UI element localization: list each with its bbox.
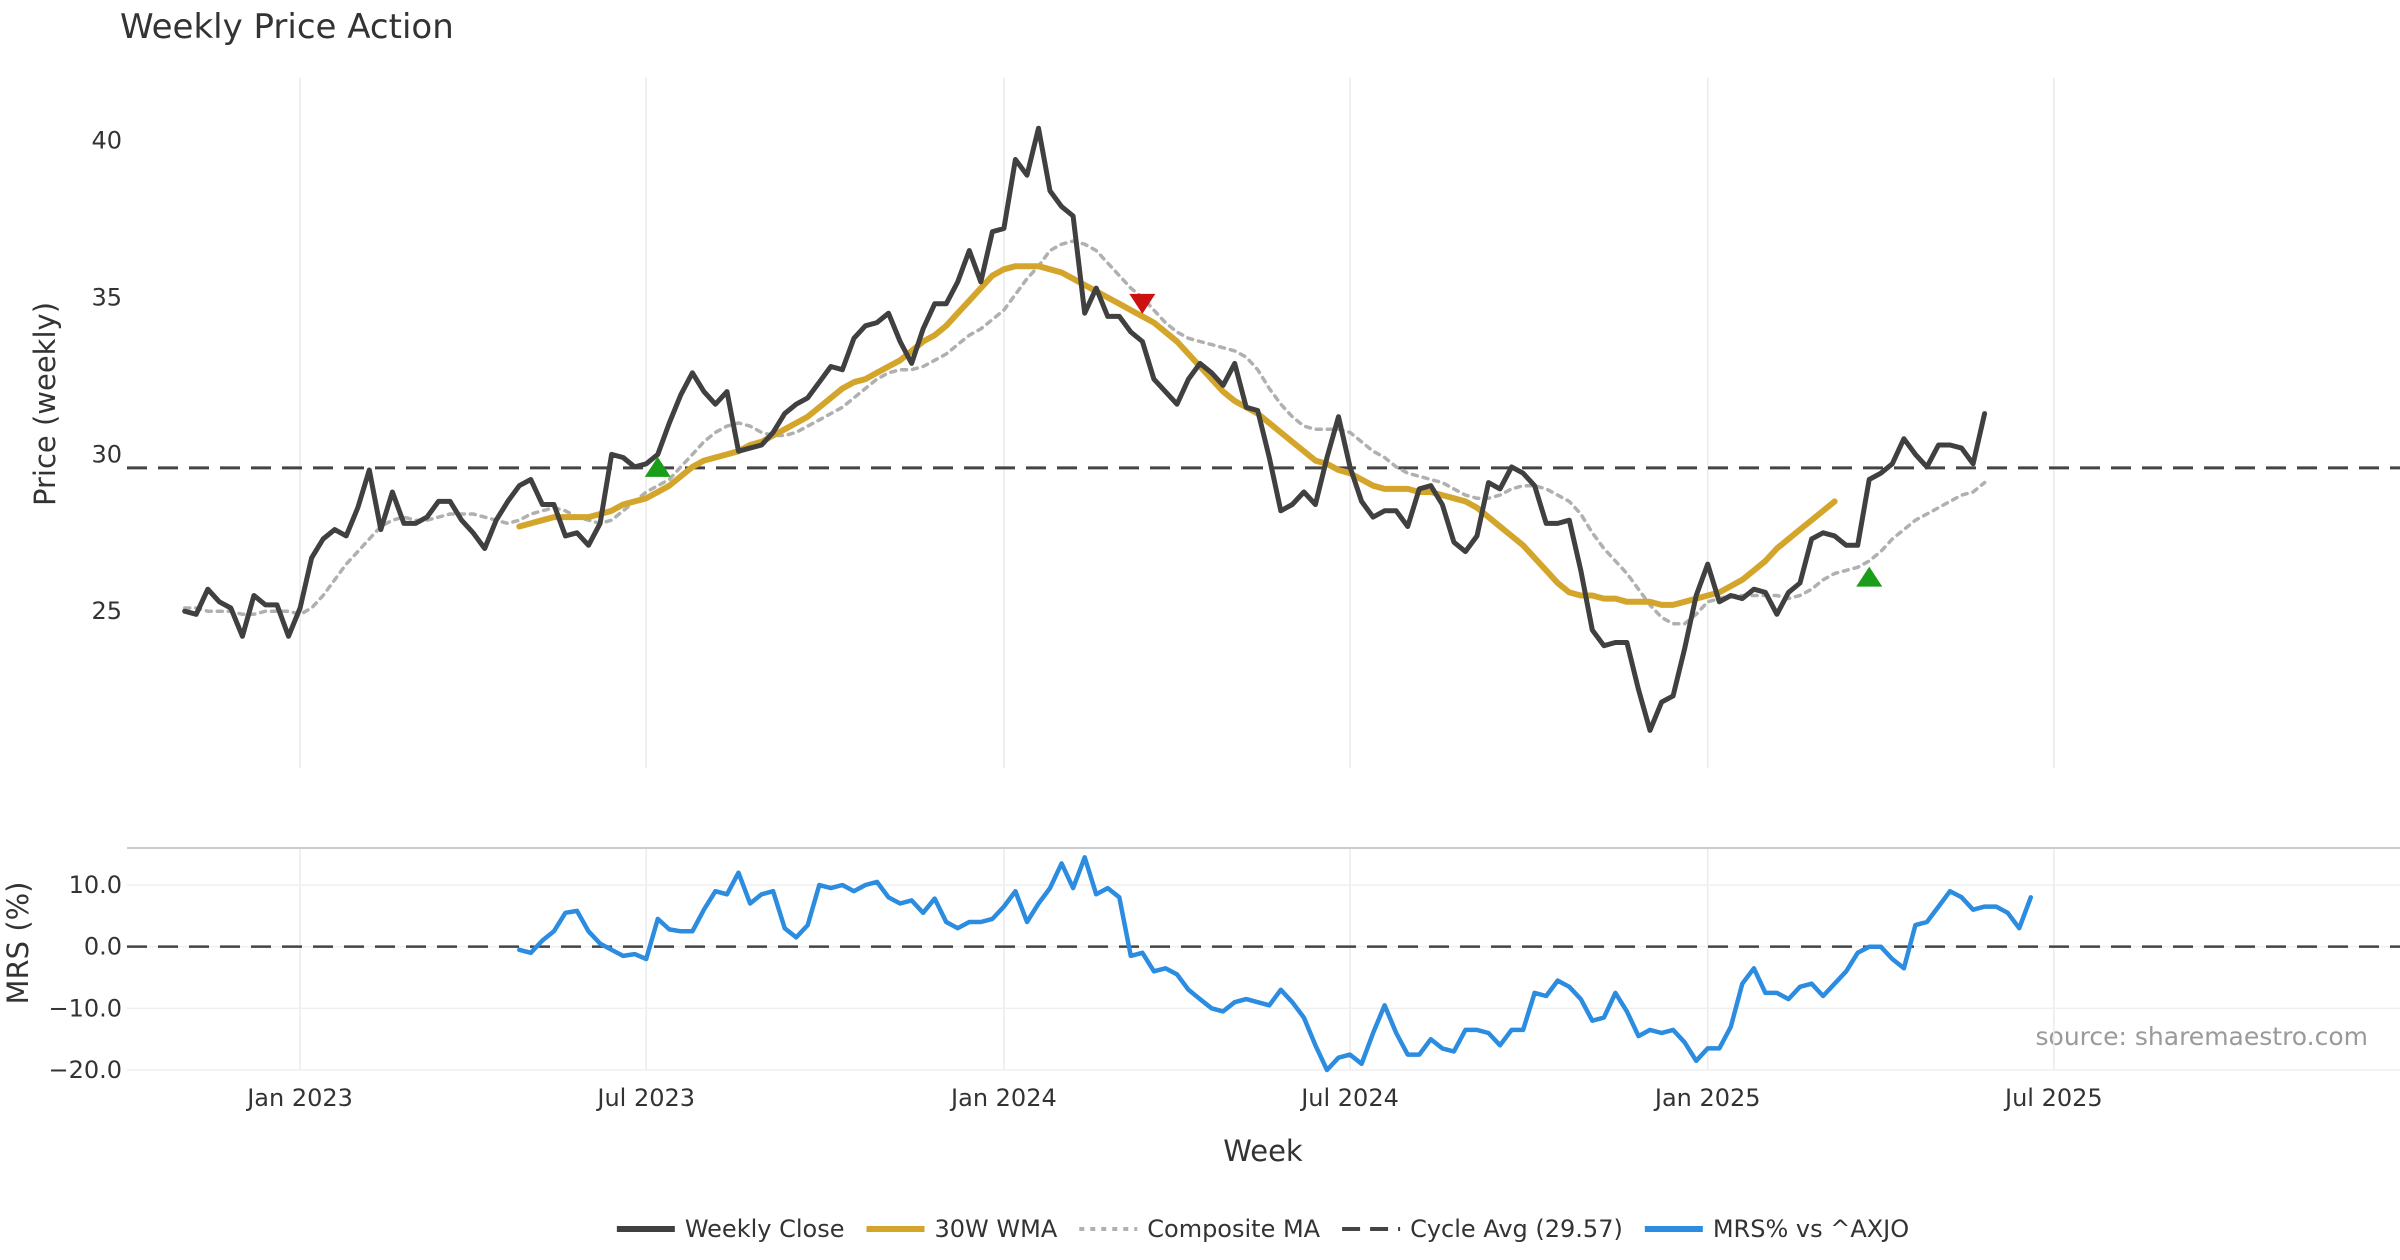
legend-label: 30W WMA: [934, 1215, 1057, 1243]
legend-label: Weekly Close: [685, 1215, 845, 1243]
x-tick-label: Jan 2025: [1653, 1084, 1761, 1112]
x-tick-label: Jan 2024: [949, 1084, 1057, 1112]
price-y-tick-label: 40: [91, 127, 122, 155]
series-composite-ma: [182, 239, 1987, 626]
legend: Weekly Close 30W WMA Composite MA Cycle Avg…: [616, 1215, 1909, 1243]
x-tick-label: Jan 2023: [245, 1084, 353, 1112]
legend-label: MRS% vs ^AXJO: [1713, 1215, 1909, 1243]
series-weekly-close: [182, 125, 1988, 733]
buy-signal-marker-0: [644, 456, 671, 477]
chart-title: Weekly Price Action: [120, 7, 454, 47]
x-tick-label: Jul 2025: [2003, 1084, 2103, 1112]
x-axis-label: Week: [1223, 1134, 1303, 1168]
mrs-y-tick-label: 0.0: [84, 933, 122, 961]
x-tick-label: Jul 2024: [1299, 1084, 1399, 1112]
price-y-tick-label: 30: [91, 440, 122, 468]
x-tick-label: Jul 2023: [595, 1084, 695, 1112]
legend-label: Cycle Avg (29.57): [1410, 1215, 1623, 1243]
series-30w-wma: [516, 263, 1838, 608]
mrs-y-tick-label: −20.0: [48, 1056, 122, 1084]
mrs-y-tick-label: −10.0: [48, 994, 122, 1022]
price-y-tick-label: 35: [91, 284, 122, 312]
mrs-y-axis-label: MRS (%): [1, 882, 35, 1005]
series-mrs: [517, 855, 2034, 1073]
mrs-y-tick-label: 10.0: [69, 871, 122, 899]
sell-signal-marker-1: [1129, 293, 1156, 314]
price-y-axis-label: Price (weekly): [28, 302, 62, 506]
price-y-tick-label: 25: [91, 597, 122, 625]
source-annotation: source: sharemaestro.com: [2036, 1022, 2369, 1051]
legend-label: Composite MA: [1147, 1215, 1320, 1243]
plot-layer: 25 30 35 40 −20.0 −10.0 0.0 10.0 Jan 2023 Jul 202…: [48, 78, 2400, 1112]
buy-signal-marker-2: [1856, 566, 1883, 587]
